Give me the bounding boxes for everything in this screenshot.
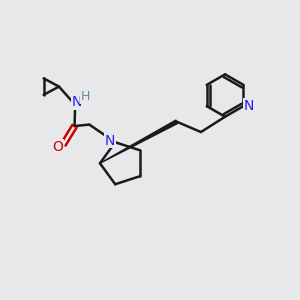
Text: H: H: [81, 90, 90, 103]
Text: O: O: [52, 140, 64, 154]
Text: N: N: [71, 95, 82, 110]
Polygon shape: [100, 120, 178, 163]
Text: N: N: [243, 99, 254, 113]
Text: N: N: [105, 134, 115, 148]
